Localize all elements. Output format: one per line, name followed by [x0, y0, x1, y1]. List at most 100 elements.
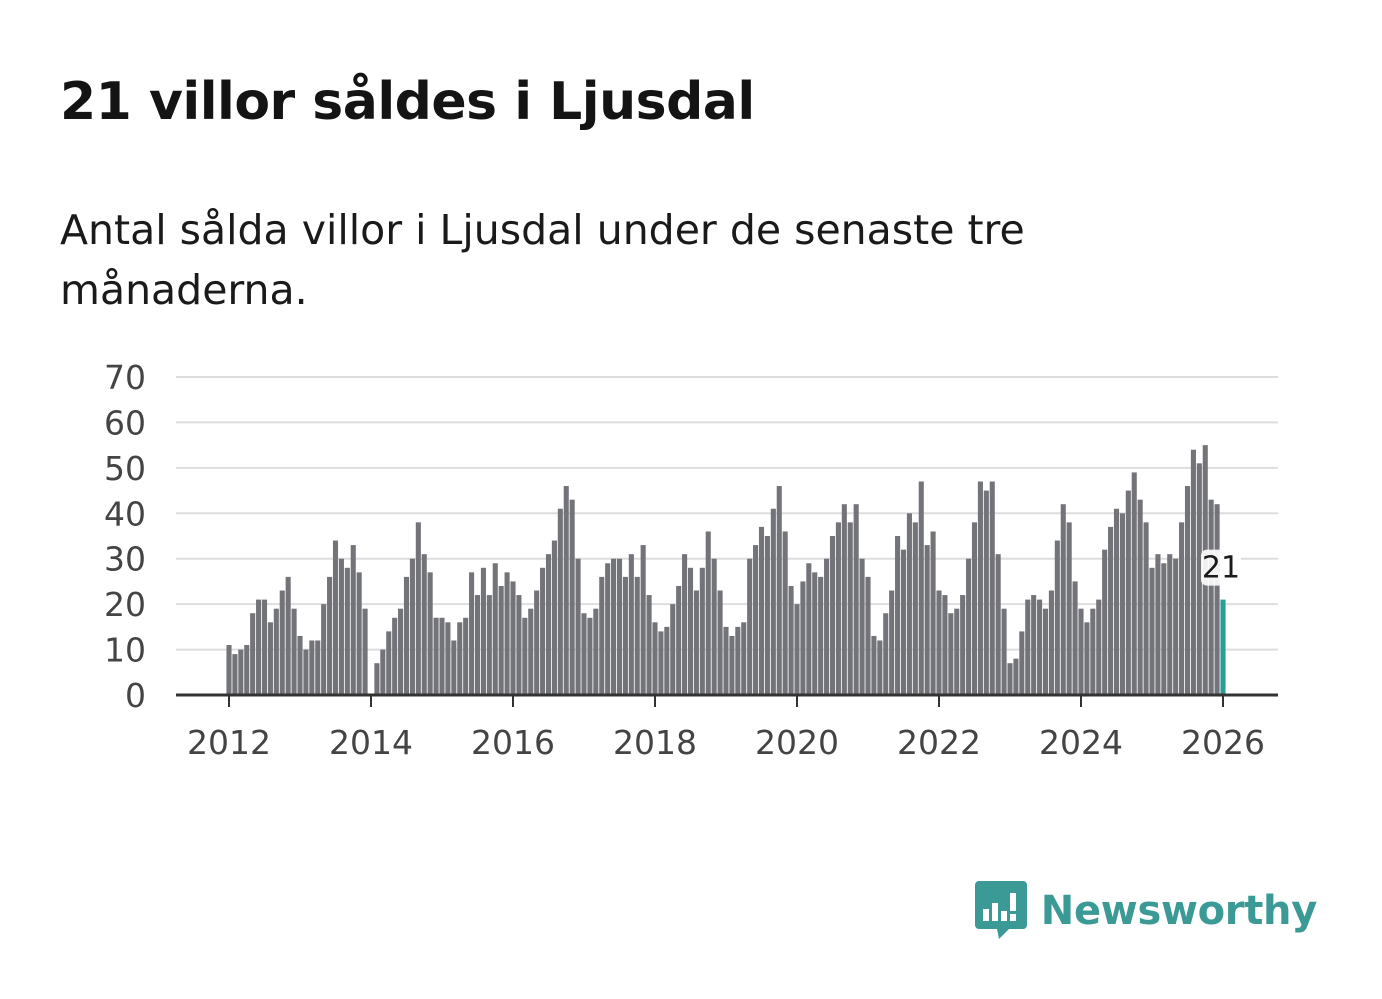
bar	[605, 563, 611, 695]
bar	[652, 622, 658, 695]
bar	[545, 554, 552, 695]
bar	[1137, 499, 1143, 695]
chart-subtitle: Antal sålda villor i Ljusdal under de se…	[60, 206, 1025, 314]
bar	[682, 554, 688, 695]
bar	[711, 558, 717, 695]
bar	[676, 585, 682, 695]
bar	[593, 608, 599, 695]
bar	[812, 572, 818, 695]
x-tick-label: 2022	[897, 723, 981, 762]
bar	[1108, 526, 1114, 695]
bar	[344, 567, 350, 695]
bar	[1119, 513, 1125, 695]
bar	[883, 613, 889, 695]
bar	[782, 531, 788, 695]
bar	[871, 635, 877, 695]
last-value-annotation: 21	[1201, 549, 1241, 586]
bar	[392, 617, 398, 695]
bar	[1019, 631, 1025, 695]
bar	[1196, 463, 1202, 695]
x-axis-ticks: 2012 2014 2016 2018 2020 2022 2024 2026	[187, 695, 1265, 762]
bar	[1184, 486, 1191, 695]
bar	[1037, 599, 1043, 695]
bar	[693, 590, 699, 695]
bar	[611, 558, 617, 695]
bar	[954, 608, 960, 695]
bar	[859, 558, 865, 695]
bar	[616, 558, 623, 695]
bar	[942, 595, 948, 695]
bar	[421, 554, 427, 695]
bar	[486, 595, 492, 695]
bars	[226, 445, 1226, 695]
bar	[1167, 554, 1173, 695]
last-value-label: 21	[1202, 551, 1240, 586]
x-tick-label: 2024	[1039, 723, 1123, 762]
bar	[971, 522, 978, 695]
x-tick-label: 2016	[471, 723, 555, 762]
bar	[758, 526, 765, 695]
bar	[723, 626, 729, 695]
bar	[847, 522, 853, 695]
bar	[735, 626, 741, 695]
bar	[439, 617, 445, 695]
bar	[889, 590, 895, 695]
bar	[989, 481, 995, 695]
bar	[1179, 522, 1185, 695]
x-tick-label: 2012	[187, 723, 271, 762]
bar	[1102, 549, 1108, 695]
bar	[924, 545, 930, 695]
bar	[824, 558, 830, 695]
bar	[463, 617, 469, 695]
y-tick-label: 70	[104, 358, 146, 397]
bar	[321, 604, 327, 695]
bar	[279, 590, 285, 695]
bar	[1072, 581, 1078, 695]
bar	[622, 576, 628, 695]
bar	[741, 622, 747, 695]
bar	[747, 558, 753, 695]
bar	[338, 558, 344, 695]
bar	[806, 563, 812, 695]
brand: Newsworthy	[974, 881, 1317, 941]
bar	[1078, 608, 1084, 695]
bar	[534, 590, 540, 695]
y-tick-label: 10	[104, 631, 146, 670]
bar	[936, 590, 942, 695]
bar	[498, 585, 504, 695]
bar	[273, 608, 279, 695]
bar	[332, 540, 339, 695]
bar	[764, 536, 770, 695]
x-tick-label: 2014	[329, 723, 413, 762]
bar	[640, 545, 646, 695]
bar	[232, 654, 238, 695]
bar	[1131, 472, 1137, 695]
bar	[492, 563, 498, 695]
bar	[226, 645, 232, 695]
bar	[504, 572, 510, 695]
bar	[960, 595, 966, 695]
bar	[1084, 622, 1090, 695]
bar	[1060, 504, 1066, 695]
bar	[841, 504, 847, 695]
bar	[380, 649, 386, 695]
value-label-background	[1201, 549, 1241, 586]
bar	[238, 649, 244, 695]
bar	[480, 567, 486, 695]
bar	[557, 508, 563, 695]
bar	[309, 640, 315, 695]
bar	[386, 631, 392, 695]
bar	[303, 649, 309, 695]
bar	[983, 490, 989, 695]
x-tick-label: 2018	[613, 723, 697, 762]
y-tick-label: 60	[104, 403, 146, 442]
bar	[794, 604, 800, 695]
x-tick-label: 2020	[755, 723, 839, 762]
bar	[1125, 490, 1131, 695]
bar	[1155, 554, 1161, 695]
bar	[865, 576, 871, 695]
bar	[510, 581, 516, 695]
bar	[409, 558, 415, 695]
bar	[398, 608, 404, 695]
bar	[451, 640, 457, 695]
